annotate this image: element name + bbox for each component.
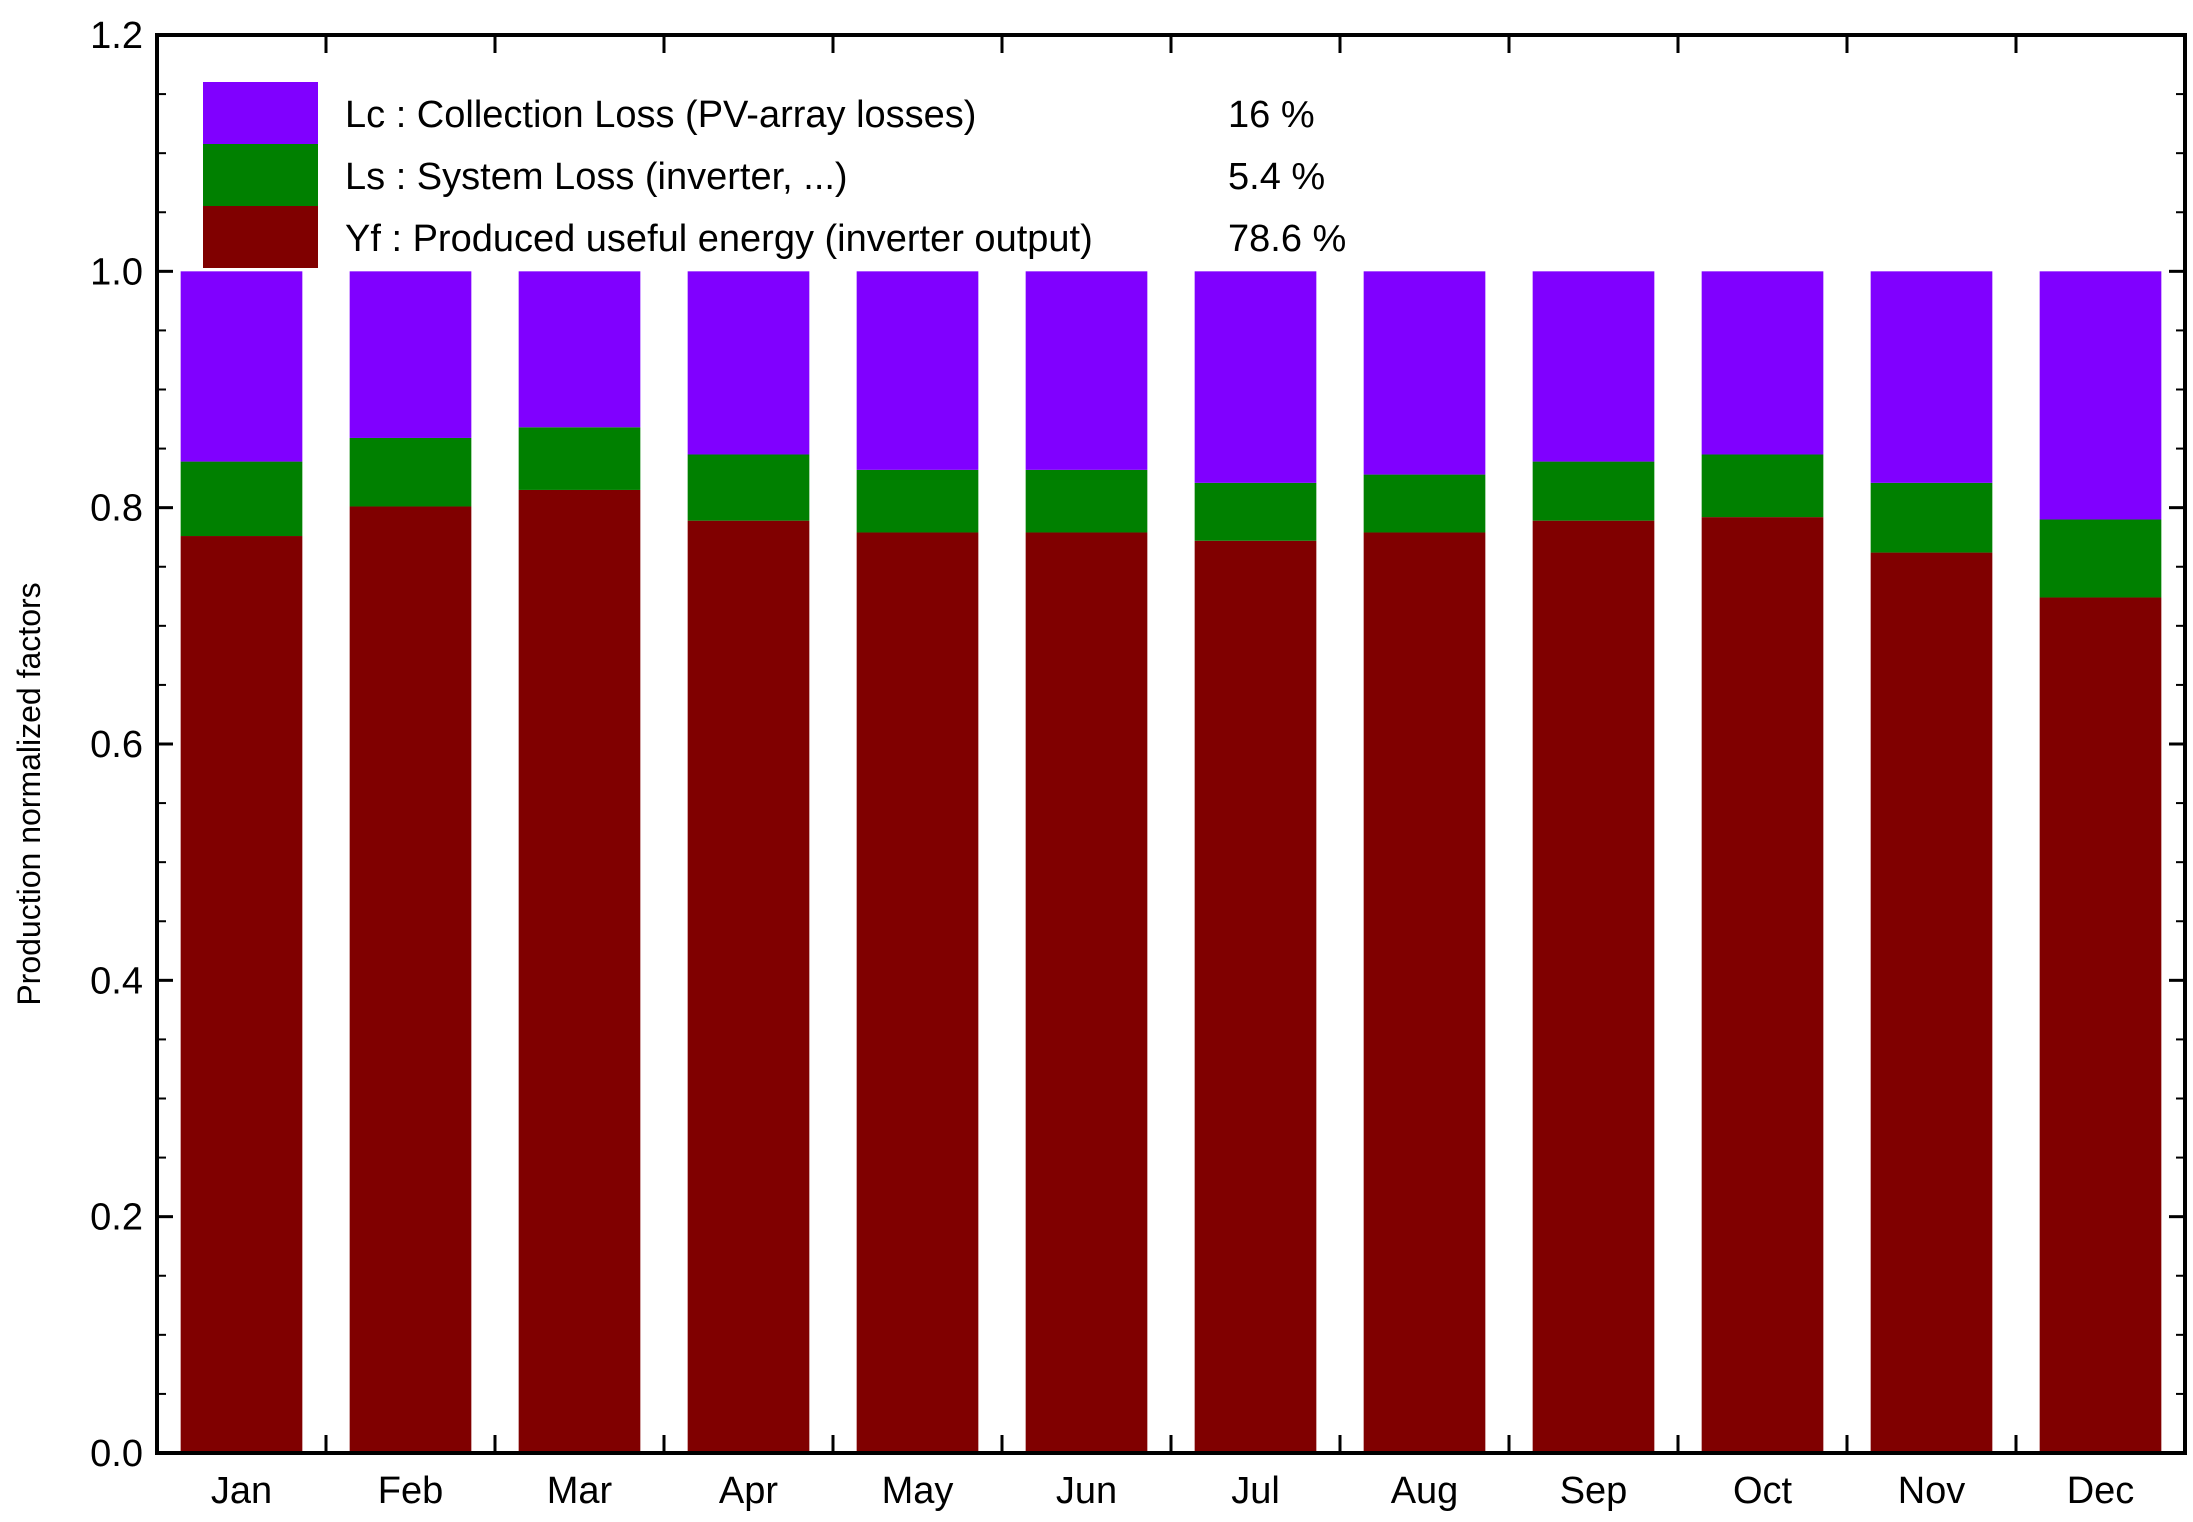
bar-nov-series-2 [1870, 271, 1993, 483]
bar-jan-series-1 [180, 461, 303, 537]
bar-apr-series-2 [687, 271, 810, 455]
bar-feb-series-2 [349, 271, 472, 438]
bar-mar-series-1 [518, 427, 641, 490]
bar-oct-series-1 [1701, 454, 1824, 518]
bar-feb-series-0 [349, 506, 472, 1453]
bar-jul-series-1 [1194, 482, 1317, 541]
bar-oct-series-2 [1701, 271, 1824, 455]
bars-group [180, 271, 2162, 1454]
bar-jan-series-0 [180, 536, 303, 1453]
bar-feb-series-1 [349, 437, 472, 507]
legend-swatch-2 [203, 206, 318, 268]
x-tick-label-apr: Apr [719, 1470, 778, 1512]
bar-dec-series-1 [2039, 519, 2162, 598]
x-tick-label-nov: Nov [1898, 1470, 1966, 1512]
bar-aug-series-2 [1363, 271, 1486, 475]
bar-may-series-1 [856, 469, 979, 533]
bar-may-series-0 [856, 532, 979, 1453]
bar-mar-series-0 [518, 489, 641, 1454]
x-tick-label-mar: Mar [547, 1470, 613, 1512]
bar-jun-series-0 [1025, 532, 1148, 1453]
legend-swatch-1 [203, 144, 318, 206]
legend-swatch-0 [203, 82, 318, 144]
y-tick-label: 0.0 [90, 1433, 143, 1475]
bar-aug-series-0 [1363, 532, 1486, 1453]
legend-label-2: Yf : Produced useful energy (inverter ou… [345, 218, 1093, 260]
bar-nov-series-0 [1870, 552, 1993, 1453]
bar-apr-series-1 [687, 454, 810, 521]
bar-mar-series-2 [518, 271, 641, 428]
y-tick-label: 0.4 [90, 960, 143, 1002]
x-tick-label-may: May [882, 1470, 954, 1512]
y-tick-label: 0.8 [90, 488, 143, 530]
bar-jul-series-2 [1194, 271, 1317, 483]
x-tick-label-sep: Sep [1560, 1470, 1628, 1512]
y-tick-label: 0.2 [90, 1197, 143, 1239]
bar-jun-series-1 [1025, 469, 1148, 533]
bar-oct-series-0 [1701, 517, 1824, 1453]
x-tick-label-jan: Jan [211, 1470, 272, 1512]
y-axis-title: Production normalized factors [11, 582, 47, 1005]
legend-percent-2: 78.6 % [1228, 218, 1346, 260]
bar-jan-series-2 [180, 271, 303, 462]
bar-nov-series-1 [1870, 482, 1993, 553]
bar-sep-series-1 [1532, 461, 1655, 521]
bar-dec-series-2 [2039, 271, 2162, 520]
y-tick-label: 1.0 [90, 251, 143, 293]
bar-sep-series-0 [1532, 520, 1655, 1453]
bar-dec-series-0 [2039, 597, 2162, 1453]
y-tick-label: 0.6 [90, 724, 143, 766]
legend: Lc : Collection Loss (PV-array losses) 16… [203, 82, 1346, 268]
y-axis: 0.0 0.2 0.4 0.6 0.8 1.0 1.2 [90, 15, 2185, 1475]
legend-percent-1: 5.4 % [1228, 156, 1325, 198]
x-tick-label-oct: Oct [1733, 1470, 1793, 1512]
y-tick-label: 1.2 [90, 15, 143, 57]
bar-jul-series-0 [1194, 540, 1317, 1453]
x-tick-label-feb: Feb [378, 1470, 443, 1512]
x-tick-label-aug: Aug [1391, 1470, 1459, 1512]
legend-label-0: Lc : Collection Loss (PV-array losses) [345, 94, 976, 136]
x-axis: Jan Feb Mar Apr May Jun Jul Aug Sep Oct Nov Dec [211, 35, 2134, 1512]
legend-label-1: Ls : System Loss (inverter, ...) [345, 156, 848, 198]
x-tick-label-dec: Dec [2067, 1470, 2135, 1512]
x-tick-label-jun: Jun [1056, 1470, 1117, 1512]
legend-percent-0: 16 % [1228, 94, 1315, 136]
bar-may-series-2 [856, 271, 979, 470]
bar-apr-series-0 [687, 520, 810, 1453]
bar-jun-series-2 [1025, 271, 1148, 470]
x-tick-label-jul: Jul [1231, 1470, 1280, 1512]
bar-sep-series-2 [1532, 271, 1655, 462]
bar-aug-series-1 [1363, 474, 1486, 533]
